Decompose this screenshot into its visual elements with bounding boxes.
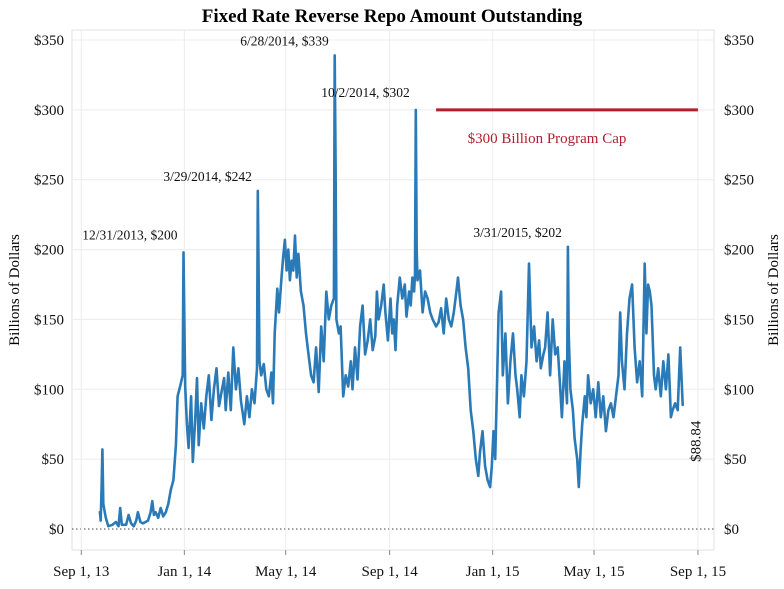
y-tick-label-right: $350	[724, 33, 754, 49]
chart-title: Fixed Rate Reverse Repo Amount Outstandi…	[202, 6, 583, 27]
peak-annotation: 12/31/2013, $200	[82, 228, 178, 243]
program-cap-label: $300 Billion Program Cap	[468, 131, 627, 147]
x-tick-label: May 1, 15	[563, 564, 624, 580]
x-tick-label: Jan 1, 15	[466, 564, 520, 580]
y-tick-label-right: $250	[724, 173, 754, 189]
y-axis-label-left: Billions of Dollars	[7, 234, 23, 346]
y-tick-label-right: $300	[724, 103, 754, 119]
peak-annotation: 3/29/2014, $242	[163, 169, 252, 184]
peak-annotation: 6/28/2014, $339	[240, 33, 329, 48]
y-tick-label-left: $350	[34, 33, 64, 49]
series-line	[98, 54, 684, 528]
y-tick-label-right: $0	[724, 522, 739, 538]
x-tick-label: Sep 1, 14	[361, 564, 418, 580]
x-tick-label: Jan 1, 14	[157, 564, 211, 580]
y-tick-label-right: $200	[724, 243, 754, 259]
peak-annotation: 3/31/2015, $202	[473, 225, 562, 240]
x-tick-label: Sep 1, 15	[670, 564, 726, 580]
y-tick-label-right: $100	[724, 382, 754, 398]
y-tick-label-left: $50	[42, 452, 65, 468]
y-tick-label-right: $50	[724, 452, 747, 468]
x-tick-label: Sep 1, 13	[53, 564, 109, 580]
series-group	[98, 54, 684, 528]
y-tick-label-left: $250	[34, 173, 64, 189]
x-tick-label: May 1, 14	[255, 564, 317, 580]
plot-frame	[71, 29, 715, 551]
last-value-label: $88.84	[689, 420, 705, 462]
tick-labels: $0 $0 $50 $50 $100 $100 $150 $150 $200 $200 $250 $2…	[34, 33, 754, 580]
y-tick-label-left: $0	[49, 522, 64, 538]
y-tick-label-left: $150	[34, 312, 64, 328]
annotations: 12/31/2013, $200 3/29/2014, $242 6/28/2014…	[82, 33, 705, 462]
peak-annotation: 10/2/2014, $302	[321, 85, 410, 100]
y-tick-label-left: $100	[34, 382, 64, 398]
y-axis-label-right: Billions of Dollars	[766, 234, 782, 346]
y-tick-label-left: $300	[34, 103, 64, 119]
reference-line-group: $300 Billion Program Cap	[436, 108, 698, 147]
y-tick-label-left: $200	[34, 243, 64, 259]
gridlines	[71, 29, 715, 555]
y-tick-label-right: $150	[724, 312, 754, 328]
